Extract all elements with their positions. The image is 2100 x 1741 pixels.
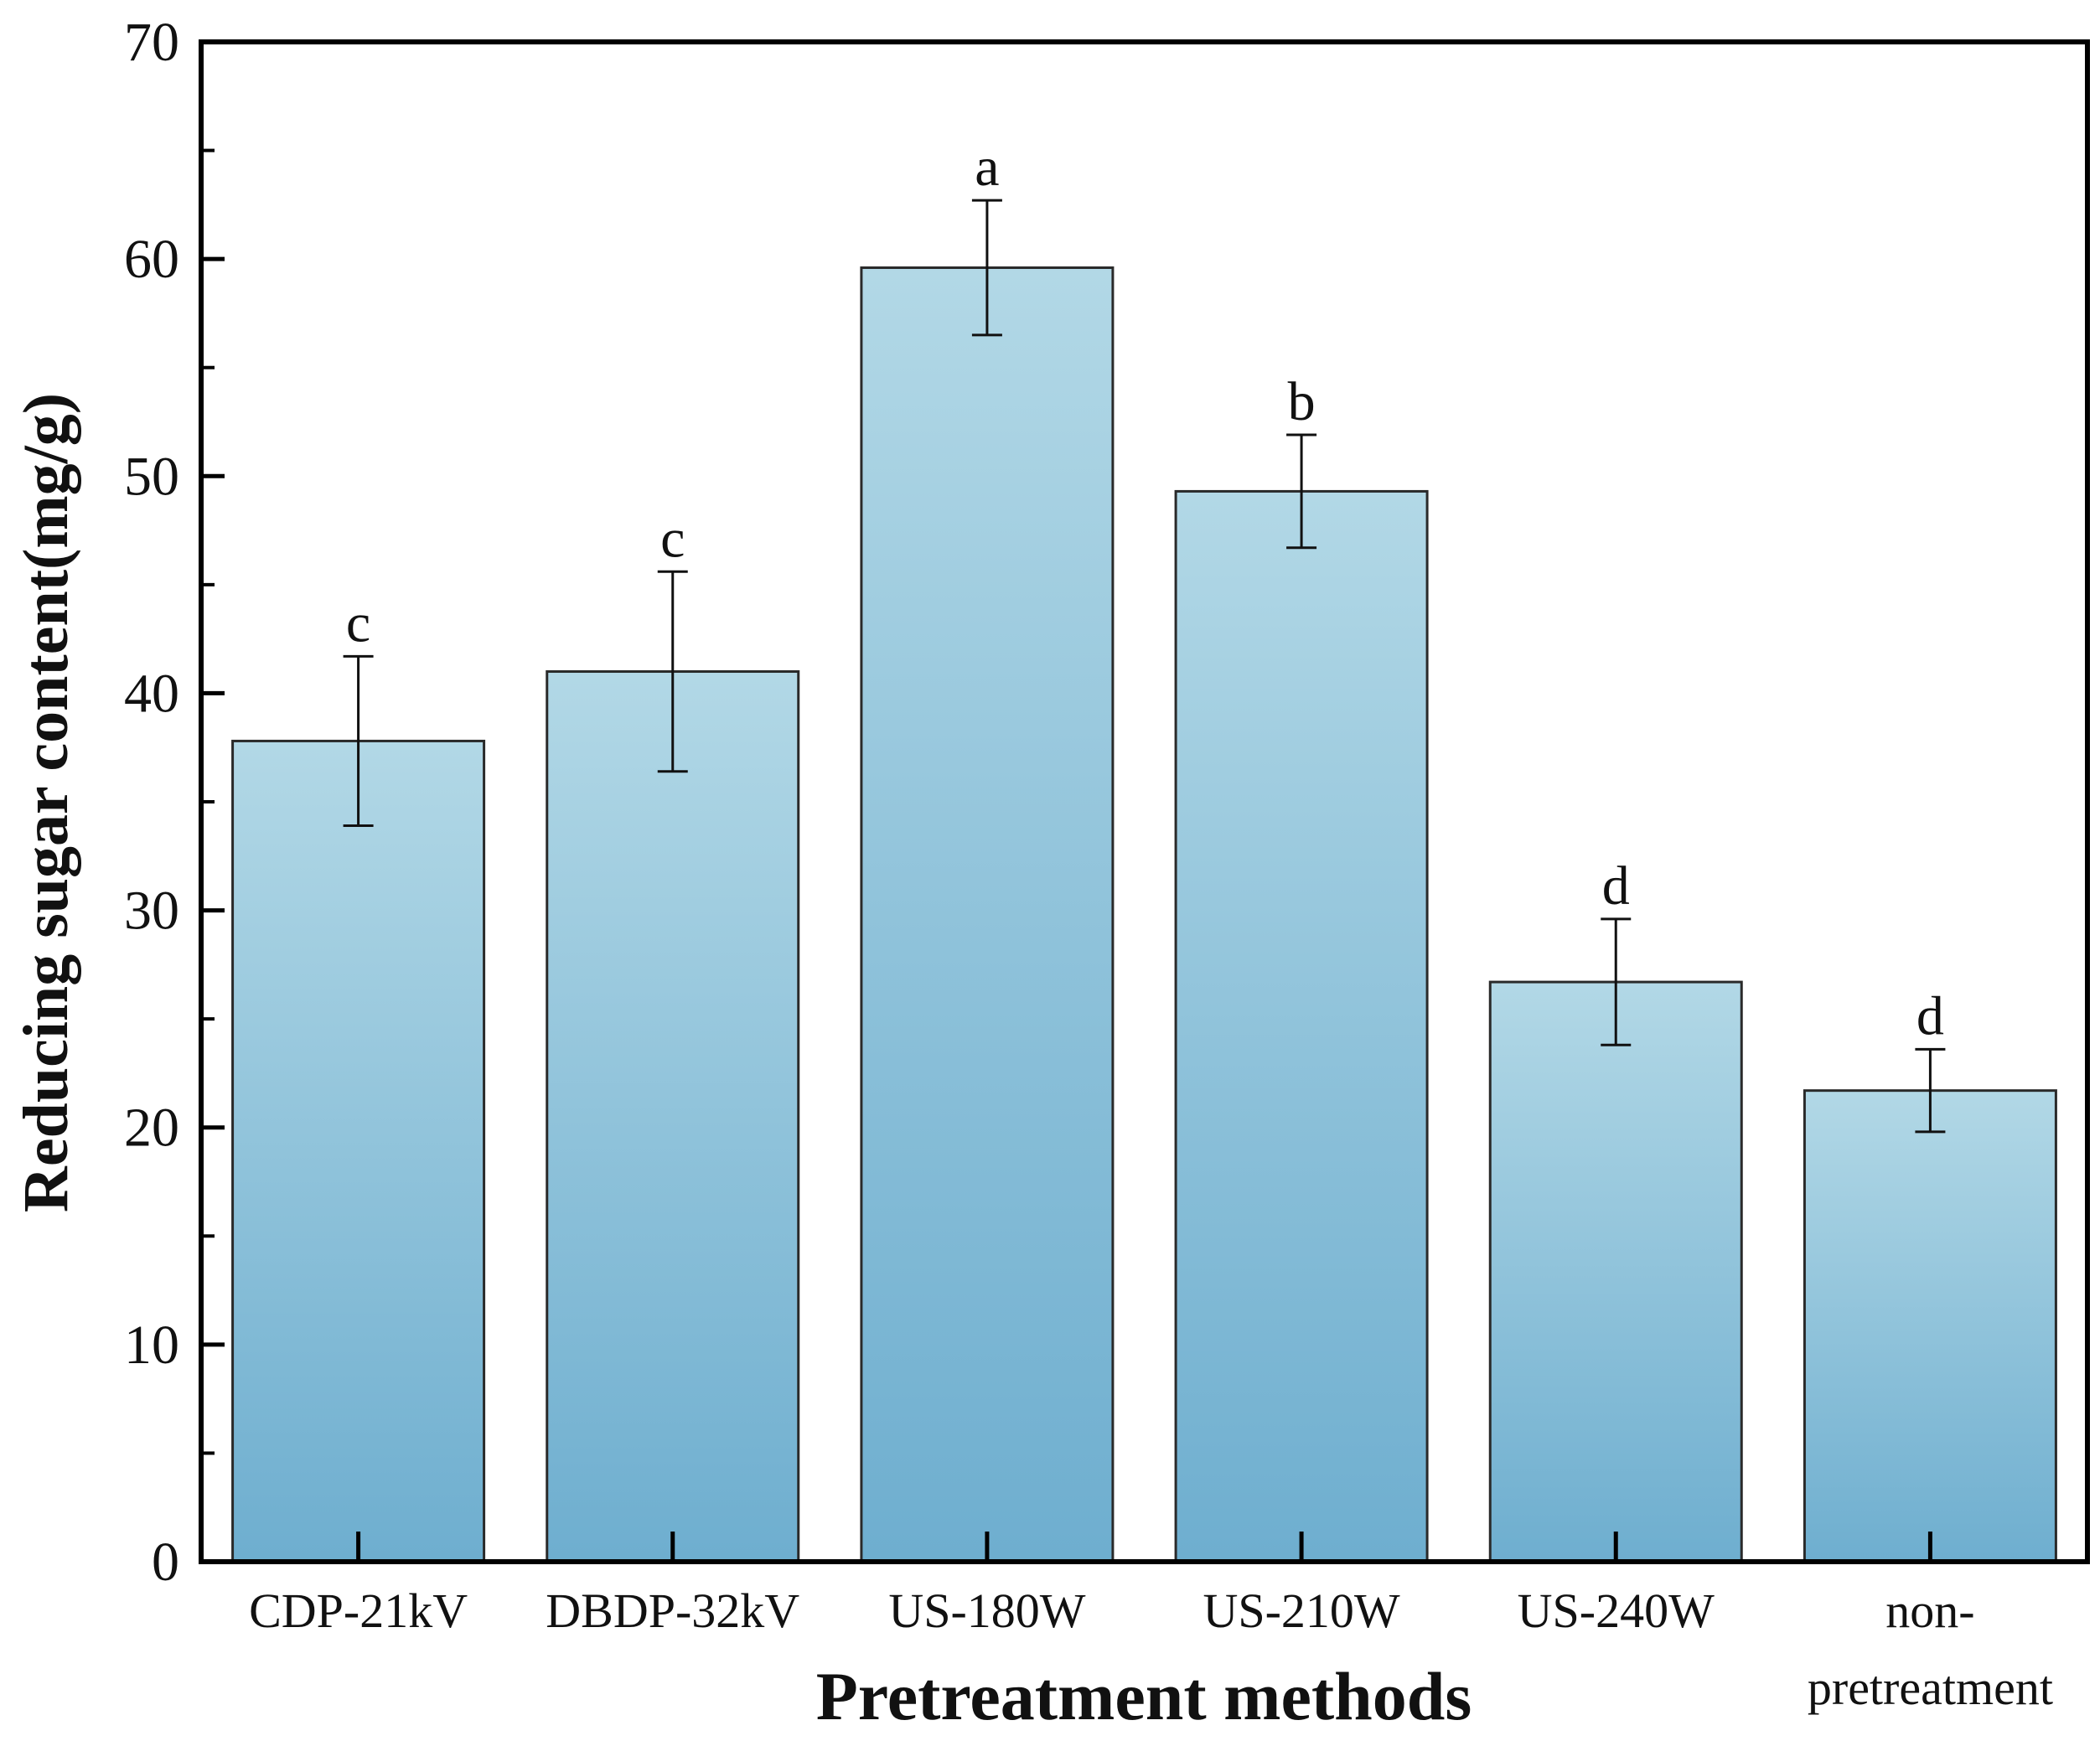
significance-label-0: c	[346, 592, 370, 654]
y-tick-label-3: 30	[124, 881, 179, 942]
x-tick-label-3: US-210W	[1203, 1583, 1399, 1638]
significance-labels-group: c c a b d d	[346, 137, 1944, 1046]
bars-group	[231, 266, 2057, 1563]
plot-frame	[199, 39, 2090, 1564]
bar-4	[1488, 980, 1743, 1563]
x-axis-title: Pretreatment methods	[816, 1658, 1472, 1734]
bar-2	[860, 266, 1115, 1563]
bar-0	[231, 739, 486, 1563]
significance-label-5: d	[1916, 985, 1944, 1046]
bar-5	[1803, 1089, 2057, 1563]
y-tick-label-7: 70	[124, 12, 179, 73]
y-tick-label-5: 50	[124, 446, 179, 507]
x-tick-label-5: non-pretreatment	[1808, 1583, 2053, 1715]
significance-label-4: d	[1602, 855, 1630, 917]
y-tick-label-6: 60	[124, 229, 179, 290]
significance-label-3: b	[1288, 371, 1316, 432]
significance-label-2: a	[975, 137, 999, 198]
x-axis: CDP-21kV DBDP-32kV US-180W US-210W US-240W no…	[249, 1532, 2053, 1715]
y-axis: 0 10 20 30 40 50 60 70	[124, 12, 225, 1593]
x-tick-label-4: US-240W	[1518, 1583, 1715, 1638]
y-axis-title: Reducing sugar content(mg/g)	[11, 393, 81, 1212]
error-bars-group	[343, 199, 1946, 1134]
y-tick-label-1: 10	[124, 1315, 179, 1376]
x-tick-label-1: DBDP-32kV	[546, 1583, 799, 1638]
significance-label-1: c	[660, 508, 685, 569]
y-tick-label-2: 20	[124, 1098, 179, 1159]
y-tick-label-4: 40	[124, 663, 179, 724]
bar-1	[546, 670, 800, 1563]
x-tick-label-2: US-180W	[888, 1583, 1085, 1638]
y-tick-label-0: 0	[152, 1532, 179, 1593]
x-tick-label-0: CDP-21kV	[249, 1583, 468, 1638]
bar-3	[1174, 489, 1429, 1563]
